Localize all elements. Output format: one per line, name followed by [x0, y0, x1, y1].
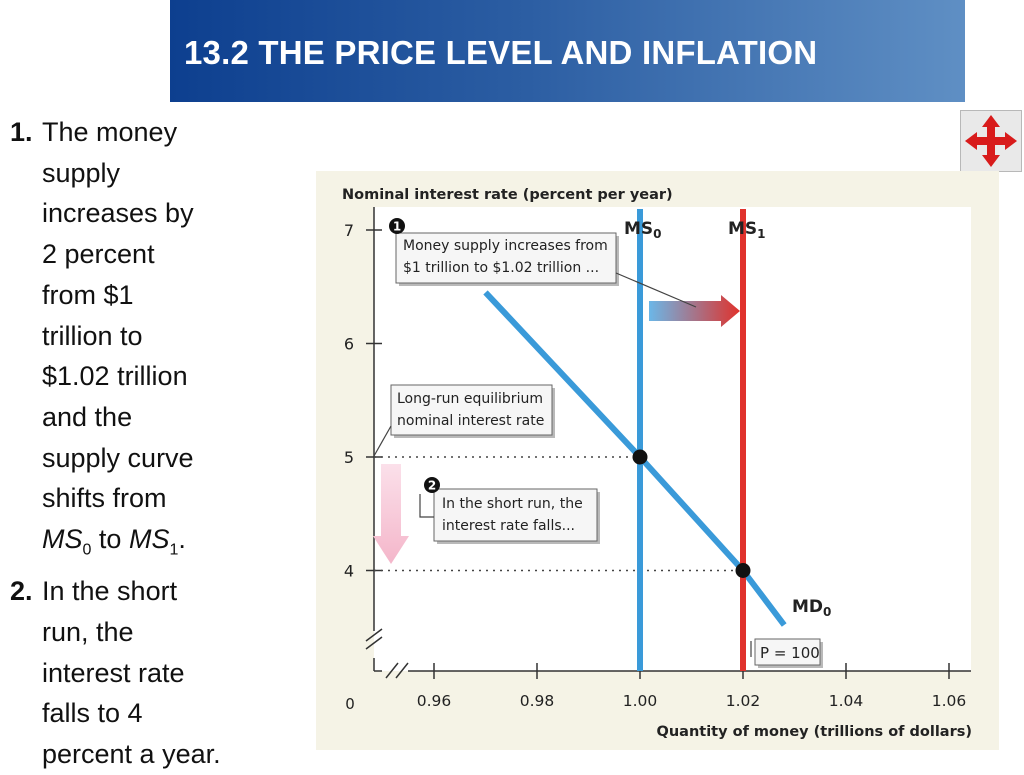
x-axis-break — [385, 662, 409, 679]
step-2-line: run, the — [42, 616, 134, 647]
step-1-callout — [395, 232, 617, 284]
long-run-callout-line: nominal interest rate — [397, 413, 544, 429]
step-1-line: supply — [42, 157, 121, 188]
step-1-joiner: to — [98, 524, 122, 555]
title-bar: 13.2 THE PRICE LEVEL AND INFLATION — [170, 0, 965, 102]
step-2-leader-line — [419, 494, 434, 518]
step-1-callout-line: Money supply increases from — [403, 238, 608, 254]
x-tick-label: 1.02 — [726, 692, 761, 710]
steps-list: 1. The money supply increases by 2 perce… — [6, 112, 306, 775]
step-2-line: In the short — [42, 576, 178, 607]
equilibrium-point — [632, 449, 648, 465]
demand-curve-md0 — [483, 290, 787, 627]
long-run-callout — [390, 384, 553, 436]
step-2-line: falls to 4 — [42, 698, 143, 729]
series-label-md0: MD0 — [792, 597, 831, 619]
page-title: 13.2 THE PRICE LEVEL AND INFLATION — [184, 34, 818, 71]
x-tick-label: 0.96 — [417, 692, 452, 710]
step-1-marker-label: 1 — [393, 220, 401, 234]
step-1-line: and the — [42, 401, 133, 432]
step-1-last-line: MS0 to MS1. — [42, 519, 282, 571]
series-label-ms1: MS1 — [728, 219, 766, 241]
long-run-callout-line: Long-run equilibrium — [397, 391, 543, 407]
step-1-line: from $1 — [42, 279, 134, 310]
step-1-marker — [389, 218, 405, 234]
y-tick-label: 4 — [344, 562, 354, 581]
ms1-symbol: MS — [128, 524, 170, 555]
step-1-period: . — [178, 524, 186, 555]
step-1-line: The money — [42, 117, 178, 147]
step-2-callout — [433, 488, 598, 542]
price-level-callout — [754, 638, 821, 666]
step-1-callout-line: $1 trillion to $1.02 trillion ... — [403, 260, 599, 276]
long-run-leader-line — [373, 425, 392, 457]
step-1-line: $1.02 trillion — [42, 361, 188, 392]
ms1-subscript: 1 — [169, 541, 179, 559]
step-1-line: shifts from — [42, 483, 167, 514]
series-label-ms0: MS0 — [624, 219, 662, 241]
step-1-number: 1. — [10, 117, 33, 147]
step-2-callout-line: In the short run, the — [442, 496, 583, 512]
step-1-line: 2 percent — [42, 239, 155, 270]
step-2-line: interest rate — [42, 657, 185, 688]
x-tick-label: 1.06 — [932, 692, 967, 710]
step-2-marker — [424, 477, 440, 493]
x-tick-label: 1.00 — [623, 692, 658, 710]
navigation-button[interactable] — [960, 110, 1022, 172]
step-2-marker-label: 2 — [428, 479, 436, 493]
step-1: 1. The money supply increases by 2 perce… — [6, 112, 282, 571]
step-2-line: percent a year. — [42, 738, 221, 769]
step-1-line: trillion to — [42, 320, 143, 351]
y-tick-label: 7 — [344, 221, 354, 240]
x-tick-label: 0.98 — [520, 692, 555, 710]
x-tick-label: 1.04 — [829, 692, 864, 710]
rate-fall-arrow — [373, 464, 409, 564]
x-axis-title: Quantity of money (trillions of dollars) — [657, 724, 972, 740]
step-2-number: 2. — [10, 576, 33, 607]
step-2: 2. In the short run, the interest rate f… — [6, 571, 302, 775]
ms0-subscript: 0 — [82, 541, 92, 559]
step-2-callout-line: interest rate falls... — [442, 518, 575, 534]
y-axis-break — [365, 628, 383, 650]
money-market-chart: Nominal interest rate (percent per year)… — [316, 171, 999, 750]
price-level-label: P = 100 — [760, 644, 820, 662]
y-axis-title: Nominal interest rate (percent per year) — [342, 187, 673, 203]
move-arrows-icon — [965, 115, 1017, 167]
step-1-line: supply curve — [42, 442, 194, 473]
y-tick-label: 5 — [344, 448, 354, 467]
equilibrium-point — [735, 563, 751, 578]
ms0-symbol: MS — [42, 524, 83, 555]
origin-label: 0 — [345, 695, 355, 713]
step-1-line: increases by — [42, 198, 194, 229]
step-1-leader-line — [615, 272, 697, 308]
y-tick-label: 6 — [344, 335, 354, 354]
supply-shift-arrow — [649, 295, 740, 327]
money-market-chart-svg: Nominal interest rate (percent per year)… — [316, 171, 999, 750]
